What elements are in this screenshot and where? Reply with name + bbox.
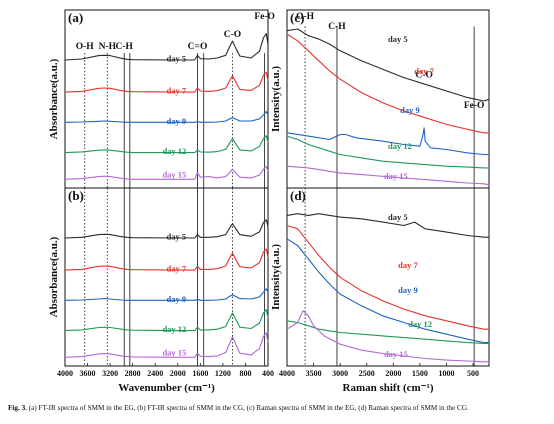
- series-label-day-5: day 5: [388, 34, 408, 44]
- plot-frame: [64, 187, 269, 367]
- x-tick-label: 3000: [332, 369, 348, 378]
- series-label-day-15: day 15: [384, 171, 408, 181]
- panel-label: (d): [290, 188, 306, 203]
- x-tick-label: 1500: [412, 369, 428, 378]
- x-tick-label: 1200: [215, 369, 231, 378]
- series-label-day-15: day 15: [162, 169, 186, 179]
- x-tick-label: 1000: [438, 369, 454, 378]
- series-label-day-5: day 5: [388, 212, 408, 222]
- series-label-day-12: day 12: [388, 141, 412, 151]
- chart-panel-b: (b) day 5 day 7 day 9 day 12 day 15 4000 3600 32…: [48, 187, 274, 394]
- panel-label: (c): [290, 10, 304, 25]
- series-line-day-9: [64, 110, 269, 123]
- y-axis-title: Intensity(a.u.): [270, 244, 282, 310]
- x-tick-label: 4000: [57, 369, 73, 378]
- y-axis-title: Absorbance(a.u.): [48, 236, 60, 317]
- series-line-day-7: [286, 224, 489, 330]
- series-label-day-12: day 12: [408, 319, 432, 329]
- x-tick-label: 3200: [102, 369, 118, 378]
- chart-panel-c: (c)O-H C-H C-O Fe-O day 5 day 7 day 9 day 12 day…: [270, 9, 490, 189]
- x-axis-title: Raman shift (cm⁻¹): [343, 382, 434, 394]
- series-label-day-7: day 7: [398, 260, 418, 270]
- series-line-day-9: [286, 238, 489, 344]
- series-label-day-5: day 5: [167, 54, 187, 64]
- x-tick-label: 2000: [170, 369, 186, 378]
- series-label-day-9: day 9: [398, 285, 418, 295]
- series-line-day-5: [64, 33, 269, 61]
- x-tick-label: 2500: [359, 369, 375, 378]
- series-line-day-12: [64, 309, 269, 332]
- series-line-day-15: [64, 165, 269, 180]
- y-axis-title: Intensity(a.u.): [270, 66, 282, 132]
- series-label-day-5: day 5: [167, 232, 187, 242]
- annotation-c-h: C-H: [115, 42, 133, 52]
- x-tick-label: 400: [262, 369, 274, 378]
- annotation-c-h: C-H: [328, 22, 346, 32]
- series-label-day-12: day 12: [162, 146, 186, 156]
- series-line-day-15: [286, 310, 489, 363]
- series-line-day-7: [64, 248, 269, 271]
- annotation-n-h: N-H: [99, 42, 117, 52]
- x-tick-label: 3600: [80, 369, 96, 378]
- chart-panel-d: (d) day 5 day 7 day 9 day 12 day 15 4000 3500 30…: [270, 187, 490, 394]
- caption-figure-number: Fig. 3.: [8, 404, 27, 412]
- series-label-day-9: day 9: [167, 116, 187, 126]
- annotation-o-h: O-H: [296, 12, 315, 22]
- series-line-day-12: [286, 135, 489, 169]
- series-line-day-12: [64, 135, 269, 154]
- panel-label: (b): [68, 188, 84, 203]
- series-label-day-7: day 7: [167, 86, 187, 96]
- annotation-c-o: C-O: [415, 71, 432, 81]
- series-line-day-12: [286, 320, 489, 344]
- x-tick-label: 500: [467, 369, 479, 378]
- x-tick-label: 2000: [385, 369, 401, 378]
- x-tick-label: 3500: [306, 369, 322, 378]
- y-axis-title: Absorbance(a.u.): [48, 58, 60, 139]
- x-axis-title: Wavenumber (cm⁻¹): [118, 382, 215, 394]
- series-line-day-5: [286, 213, 489, 238]
- series-label-day-7: day 7: [167, 264, 187, 274]
- plot-frame: [286, 187, 490, 367]
- series-line-day-15: [286, 165, 490, 186]
- x-tick-label: 2800: [125, 369, 141, 378]
- series-line-day-9: [64, 288, 269, 301]
- series-line-day-7: [286, 33, 489, 134]
- series-label-day-9: day 9: [167, 294, 187, 304]
- x-tick-label: 4000: [279, 369, 295, 378]
- x-tick-label: 800: [239, 369, 251, 378]
- annotation-fe-o: Fe-O: [464, 101, 485, 111]
- caption-text: (a) FT-IR spectra of SMM in the EG, (b) …: [26, 404, 469, 412]
- series-line-day-7: [64, 71, 269, 93]
- panel-label: (a): [68, 10, 83, 25]
- series-line-day-9: [286, 127, 489, 156]
- series-label-day-7: day 7: [414, 66, 434, 76]
- series-line-day-5: [286, 28, 490, 102]
- x-tick-label: 2400: [147, 369, 163, 378]
- series-label-day-15: day 15: [384, 349, 408, 359]
- series-label-day-12: day 12: [162, 324, 186, 334]
- x-tick-label: 1600: [192, 369, 208, 378]
- series-line-day-15: [64, 332, 269, 358]
- annotation-fe-o: Fe-O: [254, 12, 275, 22]
- series-label-day-9: day 9: [400, 105, 420, 115]
- series-label-day-15: day 15: [162, 347, 186, 357]
- figure-caption: Fig. 3. (a) FT-IR spectra of SMM in the …: [8, 404, 548, 412]
- annotation-c-o: C-O: [224, 30, 241, 40]
- annotation-c-o: C=O: [188, 42, 208, 52]
- annotation-o-h: O-H: [76, 42, 95, 52]
- series-line-day-5: [64, 219, 269, 239]
- chart-panel-a: (a) O-H N-H C-H C=O C-O Fe-O day 5 day 7 day 9 day…: [48, 9, 275, 189]
